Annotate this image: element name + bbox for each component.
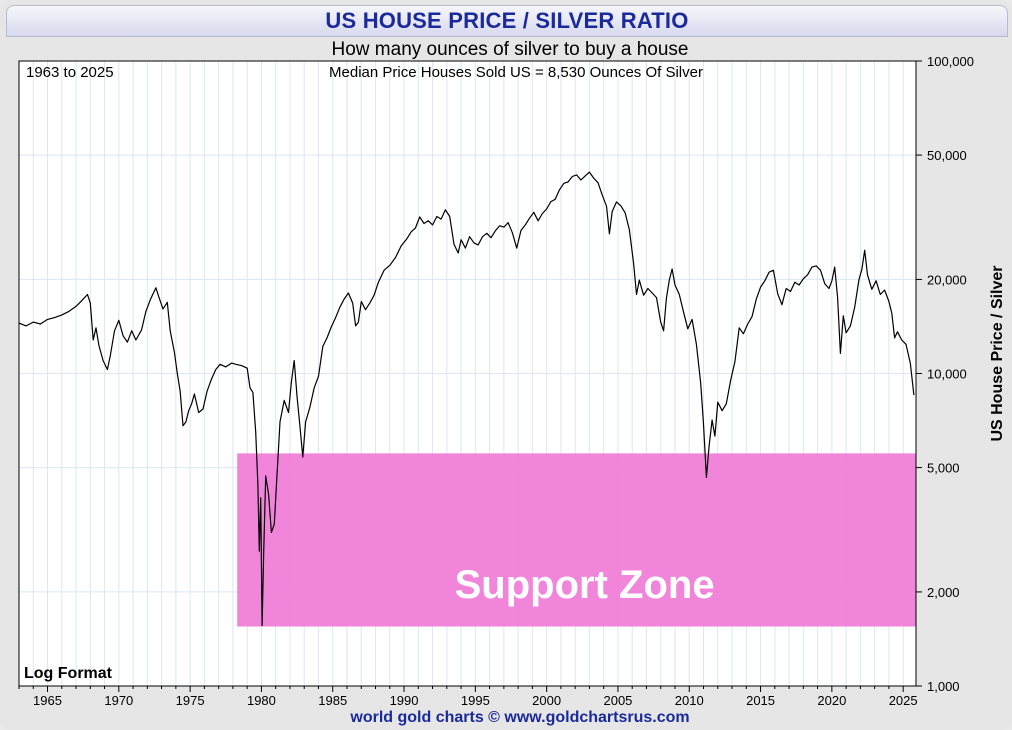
- y-tick-label: 50,000: [927, 148, 967, 163]
- y-tick-label: 1,000: [927, 679, 960, 694]
- x-tick-label: 1995: [461, 693, 490, 708]
- chart-subtitle: How many ounces of silver to buy a house: [331, 39, 689, 60]
- current-value-label: Median Price Houses Sold US = 8,530 Ounc…: [329, 64, 703, 81]
- x-tick-label: 2020: [817, 693, 846, 708]
- y-axis-label: US House Price / Silver: [989, 265, 1006, 441]
- y-tick-label: 2,000: [927, 585, 960, 600]
- x-tick-label: 2010: [675, 693, 704, 708]
- y-tick-label: 5,000: [927, 461, 960, 476]
- axes: 1965 1970 1975 1980 1985 1990 1995 2000 2005 2010…: [18, 54, 974, 708]
- x-tick-label: 2000: [532, 693, 561, 708]
- x-tick-label: 1970: [104, 693, 133, 708]
- chart-title: US HOUSE PRICE / SILVER RATIO: [325, 8, 689, 33]
- x-tick-label: 1965: [33, 693, 62, 708]
- y-tick-label: 10,000: [927, 367, 967, 382]
- x-tick-label: 2005: [603, 693, 632, 708]
- series-line: [18, 171, 915, 627]
- y-tick-label: 100,000: [927, 54, 974, 69]
- y-tick-label: 20,000: [927, 272, 967, 287]
- x-tick-label: 1985: [318, 693, 347, 708]
- x-tick-label: 2015: [746, 693, 775, 708]
- x-tick-label: 1980: [247, 693, 276, 708]
- log-format-label: Log Format: [24, 665, 113, 682]
- support-zone: Support Zone: [237, 453, 916, 627]
- title-bar: US HOUSE PRICE / SILVER RATIO: [6, 5, 1008, 37]
- source-footer: world gold charts © www.goldchartsrus.co…: [350, 709, 690, 726]
- support-zone-rect: [237, 453, 916, 627]
- x-tick-label: 2025: [889, 693, 918, 708]
- series-group: [18, 171, 915, 627]
- period-label: 1963 to 2025: [26, 64, 114, 81]
- x-tick-label: 1975: [176, 693, 205, 708]
- support-zone-label: Support Zone: [455, 563, 715, 607]
- chart-labels: US House Price / Silver 1963 to 2025 Media…: [24, 64, 1006, 682]
- x-tick-label: 1990: [390, 693, 419, 708]
